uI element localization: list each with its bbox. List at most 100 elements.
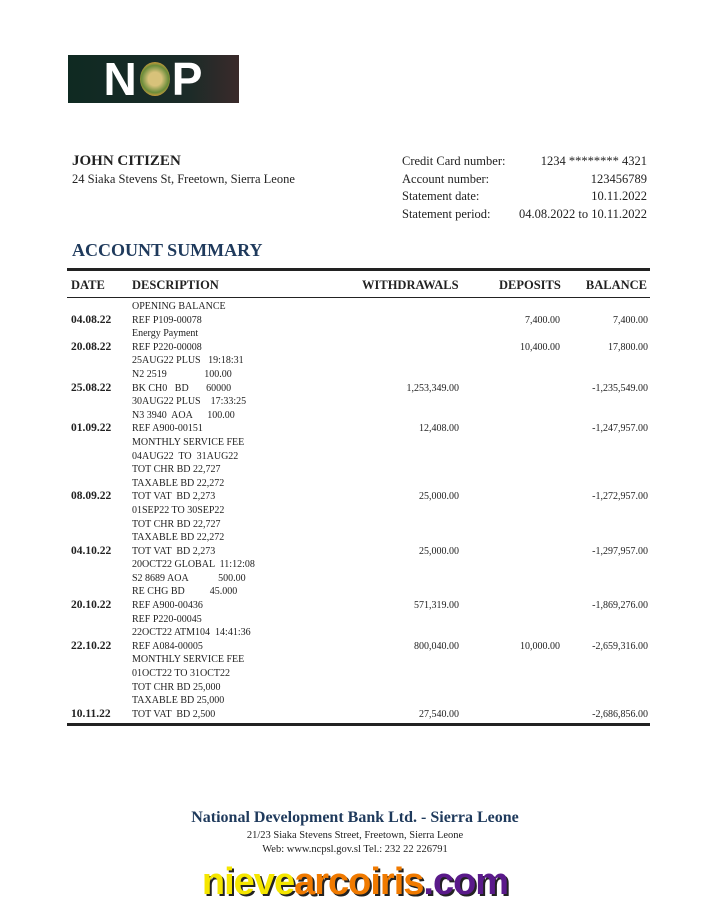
description-line: 22OCT22 ATM104 14:41:36 xyxy=(132,627,251,639)
description-line: MONTHLY SERVICE FEE xyxy=(132,436,245,448)
description-line: REF A084-00005 xyxy=(132,640,203,652)
info-row: Credit Card number: 1234 ******** 4321 xyxy=(402,154,647,172)
table-row: 30AUG22 PLUS 17:33:25 N3 3940 AOA 100.00 R… xyxy=(67,395,650,436)
info-value: 1234 ******** 4321 xyxy=(540,154,647,168)
table-row: OPENING BALANCE REF P109-00078 04.08.22 7,4… xyxy=(67,300,650,327)
table-header: DATE DESCRIPTION WITHDRAWALS DEPOSITS BA… xyxy=(67,268,650,298)
txn-date: 22.10.22 xyxy=(71,639,112,652)
txn-withdrawal: 12,408.00 xyxy=(419,423,459,435)
txn-date: 25.08.22 xyxy=(71,381,112,394)
info-label: Statement period: xyxy=(402,206,491,221)
col-withdrawals: WITHDRAWALS xyxy=(362,278,459,292)
description-line: REF A900-00436 xyxy=(132,600,203,612)
info-label: Credit Card number: xyxy=(402,154,506,168)
description-line: 01OCT22 TO 31OCT22 xyxy=(132,668,230,680)
txn-balance: -1,247,957.00 xyxy=(592,423,648,435)
info-label: Statement date: xyxy=(402,189,480,203)
description-line: RE CHG BD 45.000 xyxy=(132,586,238,598)
logo-letter: P xyxy=(171,53,204,105)
table-row: REF P220-00045 22OCT22 ATM104 14:41:36 REF… xyxy=(67,613,650,654)
description-line: TOT CHR BD 22,727 xyxy=(132,464,221,476)
description-line: N3 3940 AOA 100.00 xyxy=(132,409,235,421)
txn-balance: -1,297,957.00 xyxy=(592,545,648,557)
txn-deposit: 10,000.00 xyxy=(520,640,560,652)
description-line: 04AUG22 TO 31AUG22 xyxy=(132,450,239,462)
watermark-part: arcoiris xyxy=(294,861,424,903)
col-date: DATE xyxy=(71,278,105,292)
description-line: S2 8689 AOA 500.00 xyxy=(132,572,246,584)
watermark-part: .com xyxy=(423,861,509,903)
txn-balance: -1,869,276.00 xyxy=(592,600,648,612)
info-row: Statement period: 04.08.2022 to 10.11.202… xyxy=(402,207,647,225)
info-value: 10.11.2022 xyxy=(591,189,647,203)
txn-deposit: 10,400.00 xyxy=(520,341,560,353)
txn-balance: -1,235,549.00 xyxy=(592,382,648,394)
description-line: 20OCT22 GLOBAL 11:12:08 xyxy=(132,559,255,571)
watermark: nievearcoiris.com xyxy=(0,860,710,904)
description-line: REF P220-00008 xyxy=(132,341,202,353)
txn-date: 08.09.22 xyxy=(71,490,112,503)
col-description: DESCRIPTION xyxy=(132,278,219,292)
description-line: Energy Payment xyxy=(132,328,199,340)
table-row: 20OCT22 GLOBAL 11:12:08 S2 8689 AOA 500.0… xyxy=(67,558,650,612)
info-row: Statement date: 10.11.2022 xyxy=(402,189,647,207)
watermark-part: nieve xyxy=(201,861,295,903)
description-line: MONTHLY SERVICE FEE xyxy=(132,654,245,666)
info-value: 04.08.2022 to 10.11.2022 xyxy=(518,206,647,221)
section-title: ACCOUNT SUMMARY xyxy=(72,240,263,260)
table-row: Energy Payment REF P220-00008 20.08.22 10,4… xyxy=(67,327,650,354)
table-row: MONTHLY SERVICE FEE 01OCT22 TO 31OCT22 TOT… xyxy=(67,653,650,721)
description-line: TOT VAT BD 2,500 xyxy=(132,708,216,720)
coat-of-arms-icon xyxy=(139,62,170,96)
col-deposits: DEPOSITS xyxy=(499,278,561,292)
info-value: 123456789 xyxy=(590,171,647,186)
description-line: OPENING BALANCE xyxy=(132,301,226,312)
txn-date: 04.08.22 xyxy=(71,313,112,326)
description-line: 01SEP22 TO 30SEP22 xyxy=(132,504,225,516)
footer-bank-name: National Development Bank Ltd. - Sierra … xyxy=(191,809,519,826)
logo-letter: N xyxy=(103,53,138,105)
description-line: 25AUG22 PLUS 19:18:31 xyxy=(132,355,244,367)
txn-withdrawal: 25,000.00 xyxy=(419,491,459,503)
info-label: Account number: xyxy=(402,171,490,186)
txn-balance: -2,686,856.00 xyxy=(592,708,648,720)
description-line: TAXABLE BD 22,272 xyxy=(132,477,225,489)
txn-date: 04.10.22 xyxy=(71,544,112,557)
description-line: BK CH0 BD 60000 xyxy=(132,382,232,394)
description-line: REF P109-00078 xyxy=(132,314,202,326)
txn-withdrawal: 800,040.00 xyxy=(414,640,459,652)
txn-date: 01.09.22 xyxy=(71,422,112,435)
description-line: TOT CHR BD 25,000 xyxy=(132,681,221,693)
account-info: Credit Card number: 1234 ******** 4321 Acc… xyxy=(402,154,647,224)
table-row: 01SEP22 TO 30SEP22 TOT CHR BD 22,727 TAXAB… xyxy=(67,504,650,558)
txn-date: 20.10.22 xyxy=(71,599,112,612)
description-line: REF P220-00045 xyxy=(132,613,202,625)
info-row: Account number: 123456789 xyxy=(402,172,647,190)
description-line: TOT CHR BD 22,727 xyxy=(132,518,221,530)
txn-withdrawal: 25,000.00 xyxy=(419,545,459,557)
txn-date: 10.11.22 xyxy=(71,707,111,720)
description-line: N2 2519 100.00 xyxy=(132,368,232,380)
customer-name: JOHN CITIZEN xyxy=(72,153,181,169)
transactions-table: DATE DESCRIPTION WITHDRAWALS DEPOSITS BA… xyxy=(67,268,650,727)
table-bottom-rule xyxy=(67,723,650,727)
txn-deposit: 7,400.00 xyxy=(525,314,560,326)
customer-address: 24 Siaka Stevens St, Freetown, Sierra Le… xyxy=(72,172,295,186)
txn-balance: 17,800.00 xyxy=(608,341,648,353)
description-line: TAXABLE BD 22,272 xyxy=(132,532,225,544)
description-line: TOT VAT BD 2,273 xyxy=(132,491,216,503)
footer-contact: Web: www.ncpsl.gov.sl Tel.: 232 22 22679… xyxy=(262,844,448,855)
txn-withdrawal: 1,253,349.00 xyxy=(406,382,460,394)
description-line: 30AUG22 PLUS 17:33:25 xyxy=(132,396,247,408)
description-line: REF A900-00151 xyxy=(132,423,203,435)
table-row: 25AUG22 PLUS 19:18:31 N2 2519 100.00 BK CH… xyxy=(67,354,650,395)
footer-address: 21/23 Siaka Stevens Street, Freetown, Si… xyxy=(246,830,464,841)
description-line: TOT VAT BD 2,273 xyxy=(132,545,216,557)
txn-balance: -2,659,316.00 xyxy=(592,640,648,652)
col-balance: BALANCE xyxy=(585,278,647,292)
txn-withdrawal: 27,540.00 xyxy=(419,708,459,720)
txn-withdrawal: 571,319.00 xyxy=(414,600,459,612)
txn-date: 20.08.22 xyxy=(71,340,112,353)
